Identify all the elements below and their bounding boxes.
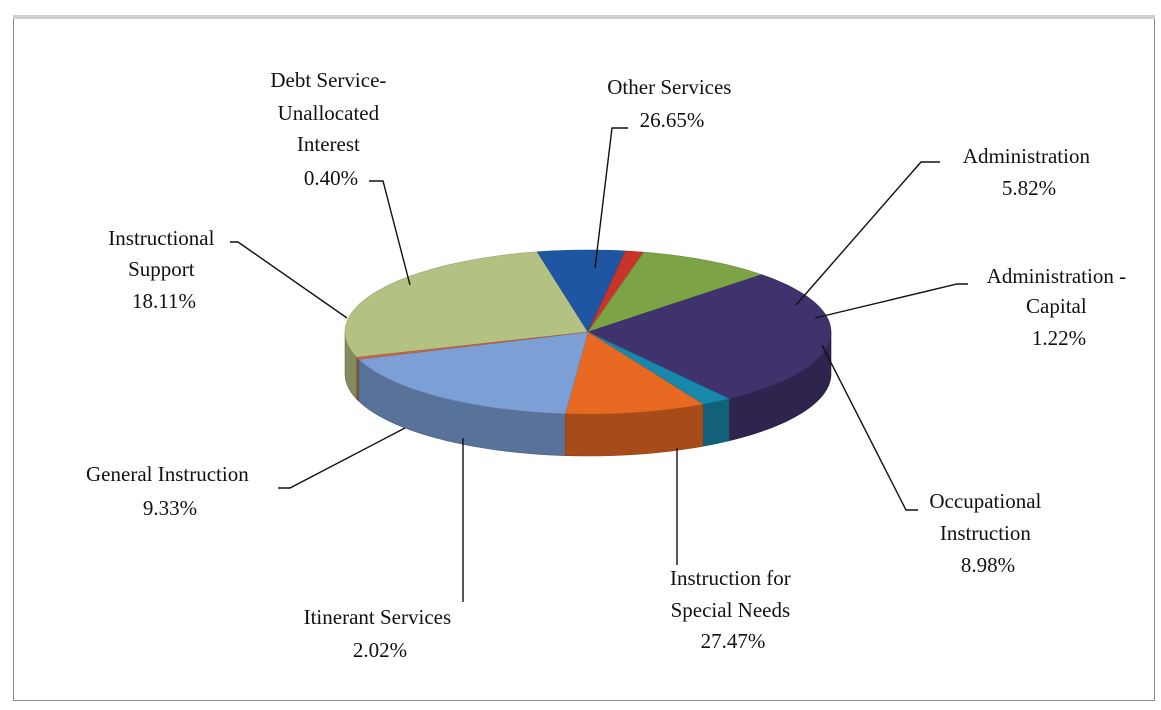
label-instructional-support-line2: Support [128, 257, 195, 281]
label-other-services-value: 26.65% [640, 108, 705, 132]
label-special-needs-value: 27.47% [701, 629, 766, 653]
label-itinerant-value: 2.02% [353, 638, 407, 662]
pie-slice-administration [536, 249, 627, 333]
label-general: General Instruction 9.33% [86, 462, 254, 520]
label-occupational-line2: Instruction [940, 521, 1031, 545]
label-special-needs-line2: Special Needs [671, 598, 791, 622]
leader-instructional-support [230, 241, 348, 319]
leader-administration-capital [814, 283, 968, 319]
leader-debt-service [369, 180, 411, 286]
pie-slice-instructional-support [358, 331, 589, 414]
label-occupational-line1: Occupational [929, 489, 1041, 513]
label-occupational-value: 8.98% [961, 553, 1015, 577]
pie-slice-debt-service-unallocated-interest [356, 331, 589, 360]
pie-slice-occupational-instruction [587, 251, 763, 333]
leader-general [278, 427, 406, 489]
label-administration-capital-line2: Capital [1026, 294, 1087, 318]
label-general-value: 9.33% [143, 496, 197, 520]
pie-top-faces [344, 249, 832, 415]
label-itinerant: Itinerant Services 2.02% [304, 605, 457, 662]
label-other-services-name: Other Services [607, 75, 731, 99]
label-administration-value: 5.82% [1002, 176, 1056, 200]
pie-side-itinerant-services [702, 398, 730, 447]
label-instructional-support-value: 18.11% [132, 289, 196, 313]
label-administration: Administration 5.82% [963, 144, 1095, 200]
label-debt-service-line2: Unallocated [278, 101, 380, 125]
label-administration-name: Administration [963, 144, 1091, 168]
pie-slice-instruction-for-special-needs [587, 274, 832, 400]
label-administration-capital-value: 1.22% [1032, 326, 1086, 350]
leader-occupational [821, 344, 918, 511]
label-general-name: General Instruction [86, 462, 249, 486]
leader-administration [795, 161, 940, 306]
leader-other-services [594, 127, 628, 269]
label-instructional-support-line1: Instructional [108, 226, 214, 250]
label-special-needs: Instruction for Special Needs 27.47% [670, 566, 796, 653]
pie-slice-other-services [344, 251, 589, 358]
label-debt-service-value: 0.40% [304, 166, 358, 190]
label-debt-service-line3: Interest [297, 132, 360, 156]
label-administration-capital-line1: Administration - [987, 264, 1126, 288]
pie-sides [344, 331, 832, 457]
label-special-needs-line1: Instruction for [670, 566, 791, 590]
label-administration-capital: Administration - Capital 1.22% [987, 264, 1132, 350]
frame-top-edge [13, 15, 1155, 19]
pie-slice-general-instruction [564, 331, 704, 415]
label-itinerant-name: Itinerant Services [304, 605, 452, 629]
label-instructional-support: Instructional Support 18.11% [108, 226, 219, 313]
label-occupational: Occupational Instruction 8.98% [929, 489, 1046, 577]
label-other-services: Other Services 26.65% [607, 75, 736, 132]
label-debt-service: Debt Service- Unallocated Interest 0.40% [270, 68, 391, 190]
leader-lines [230, 127, 968, 602]
label-debt-service-line1: Debt Service- [270, 68, 386, 92]
